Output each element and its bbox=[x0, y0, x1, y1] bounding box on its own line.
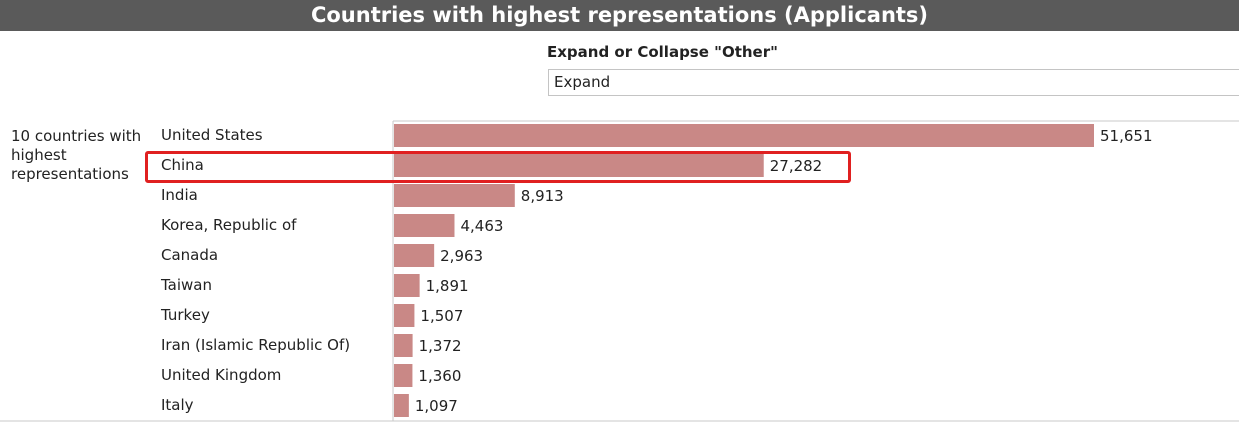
bar[interactable] bbox=[394, 184, 515, 207]
bar[interactable] bbox=[394, 274, 420, 297]
value-label: 51,651 bbox=[1100, 127, 1153, 145]
bar[interactable] bbox=[394, 154, 764, 177]
category-label: Taiwan bbox=[160, 276, 212, 294]
value-label: 1,097 bbox=[415, 397, 458, 415]
category-label: China bbox=[161, 156, 204, 174]
expand-collapse-selected-value: Expand bbox=[554, 73, 611, 91]
bar-chart: United States 51,651 China 27,282 India 8,913… bbox=[0, 120, 1239, 422]
value-label: 1,372 bbox=[419, 337, 462, 355]
category-label: United States bbox=[161, 126, 263, 144]
category-label: Italy bbox=[161, 396, 194, 414]
value-label: 1,360 bbox=[418, 367, 461, 385]
bar[interactable] bbox=[394, 124, 1094, 147]
bar[interactable] bbox=[394, 214, 455, 237]
bar[interactable] bbox=[394, 304, 415, 327]
value-label: 1,507 bbox=[420, 307, 463, 325]
bar[interactable] bbox=[394, 244, 435, 267]
category-label: Iran (Islamic Republic Of) bbox=[161, 336, 350, 354]
chart-title: Countries with highest representations (… bbox=[0, 0, 1239, 31]
value-label: 1,891 bbox=[426, 277, 469, 295]
category-label: Korea, Republic of bbox=[161, 216, 297, 234]
bar[interactable] bbox=[394, 334, 413, 357]
value-label: 8,913 bbox=[521, 187, 564, 205]
bar[interactable] bbox=[394, 394, 409, 417]
value-label: 27,282 bbox=[770, 157, 823, 175]
expand-collapse-dropdown[interactable]: Expand bbox=[548, 69, 1239, 96]
china-highlight-box bbox=[145, 151, 851, 183]
category-label: Canada bbox=[161, 246, 218, 264]
value-label: 4,463 bbox=[460, 217, 503, 235]
category-label: Turkey bbox=[160, 306, 210, 324]
value-label: 2,963 bbox=[440, 247, 483, 265]
group-label: 10 countries with highest representation… bbox=[11, 127, 142, 183]
category-label: India bbox=[161, 186, 198, 204]
category-label: United Kingdom bbox=[161, 366, 281, 384]
bar[interactable] bbox=[394, 364, 413, 387]
expand-collapse-label: Expand or Collapse "Other" bbox=[547, 43, 778, 61]
